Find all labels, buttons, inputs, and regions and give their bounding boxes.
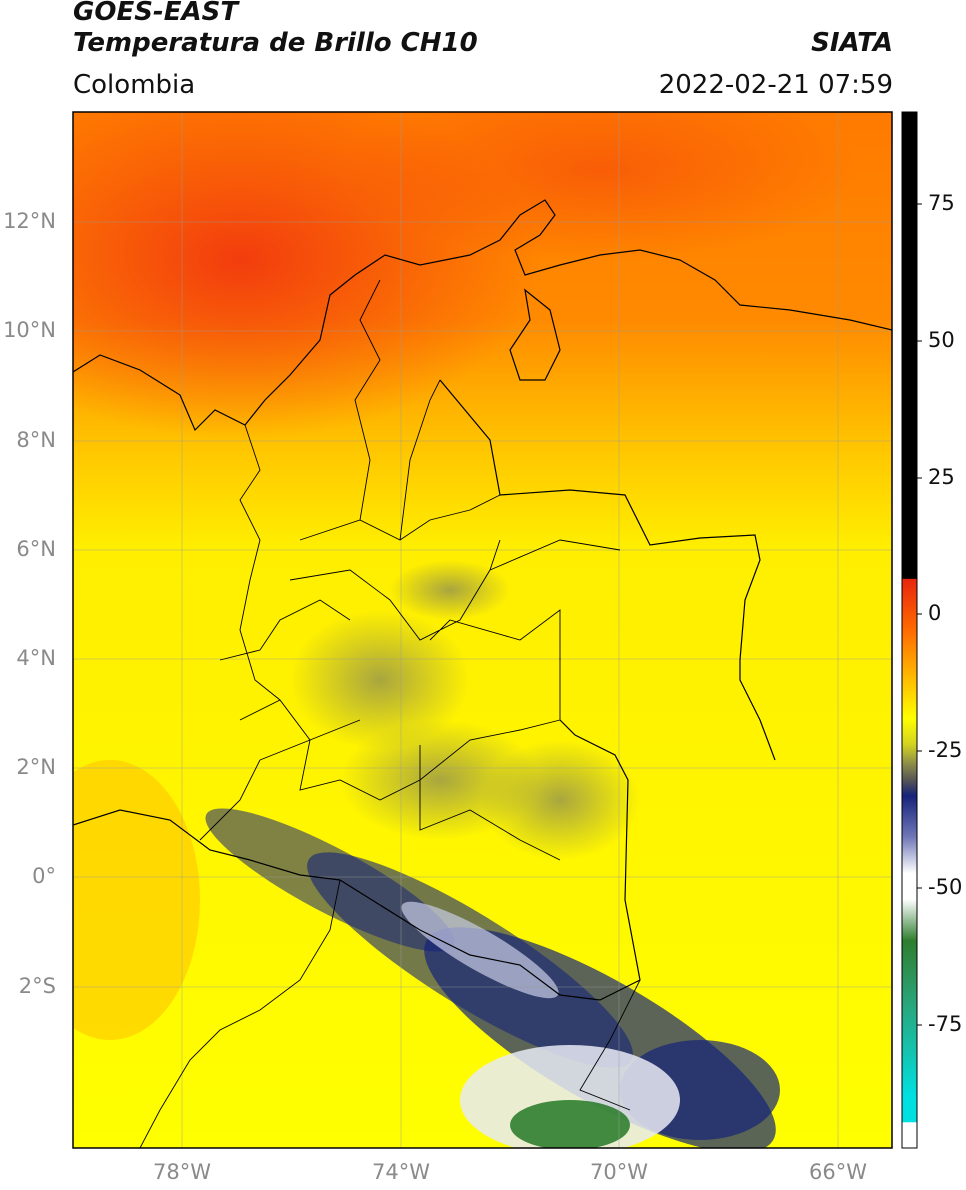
lat-tick-label: 0° xyxy=(32,864,56,888)
lon-tick-label: 78°W xyxy=(153,1160,211,1184)
colombia-venezuela-border xyxy=(439,379,776,761)
region-label: Colombia xyxy=(73,70,196,100)
colorbar xyxy=(902,112,917,1148)
cloud-east-andes xyxy=(390,560,510,620)
lat-tick-label: 2°N xyxy=(16,755,56,779)
lon-tick-label: 74°W xyxy=(372,1160,430,1184)
grid-lines xyxy=(73,112,892,1148)
lat-tick-label: 2°S xyxy=(18,974,56,998)
warm-caribbean-area xyxy=(340,112,860,260)
lon-tick-label: 66°W xyxy=(809,1160,867,1184)
satellite-title: GOES-EAST xyxy=(73,0,239,27)
colorbar-tick-label: -50 xyxy=(928,875,963,899)
colombia-peru-brazil-border xyxy=(339,719,641,1001)
department-lines xyxy=(219,279,621,861)
lat-tick-label: 10°N xyxy=(3,318,56,342)
colorbar-ticks xyxy=(917,203,922,1026)
timestamp-label: 2022-02-21 07:59 xyxy=(658,70,893,100)
organization-label: SIATA xyxy=(811,28,893,58)
colorbar-tick-label: -75 xyxy=(928,1012,963,1036)
product-title: Temperatura de Brillo CH10 xyxy=(73,28,478,58)
colorbar-tick-label: -25 xyxy=(928,738,963,762)
cloud-central-andes xyxy=(290,610,470,750)
colorbar-tick-label: 50 xyxy=(928,328,955,352)
borders xyxy=(73,199,892,1148)
colorbar-tick-label: 0 xyxy=(928,601,942,625)
coastline xyxy=(73,199,892,432)
lat-tick-label: 4°N xyxy=(16,646,56,670)
southern-region-lines xyxy=(139,759,641,1148)
lat-tick-label: 6°N xyxy=(16,537,56,561)
colorbar-tick-label: 25 xyxy=(928,465,955,489)
lon-tick-label: 70°W xyxy=(590,1160,648,1184)
lat-tick-label: 12°N xyxy=(3,209,56,233)
map-frame xyxy=(72,111,893,1149)
pacific-warm-area xyxy=(73,760,200,1040)
colorbar-frame xyxy=(901,111,918,1149)
lat-tick-label: 8°N xyxy=(16,428,56,452)
cold-cloud-band xyxy=(205,808,780,1148)
maracaibo-lake xyxy=(509,288,561,381)
colorbar-tick-label: 75 xyxy=(928,191,955,215)
colombia-ecuador-border xyxy=(73,809,341,881)
cloud-amazon-north xyxy=(480,740,640,860)
